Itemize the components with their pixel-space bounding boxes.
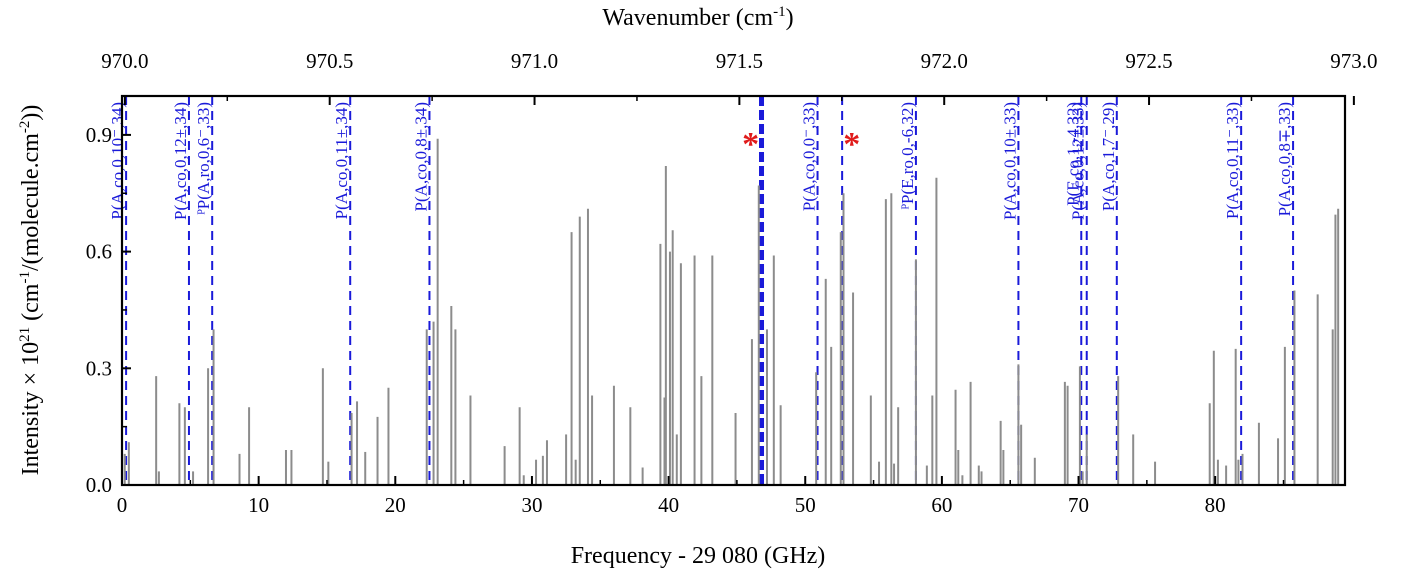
assignment-label-14: P(A,co,0,8∓,33) [1275, 102, 1294, 216]
assignment-label-2: ᴾP(A,ro,0,6⁻,33) [194, 102, 213, 215]
top-tick-label-3: 971.5 [716, 49, 763, 73]
x-tick-label-0: 0 [117, 493, 128, 517]
top-tick-label-5: 972.5 [1125, 49, 1172, 73]
x-tick-label-7: 70 [1068, 493, 1089, 517]
x-tick-label-5: 50 [795, 493, 816, 517]
y-tick-label-1: 0.3 [86, 356, 112, 380]
left-axis-ticks: 0.0 0.3 0.6 0.9 [86, 123, 131, 497]
x-tick-label-4: 40 [658, 493, 679, 517]
y-tick-label-0: 0.0 [86, 473, 112, 497]
assignment-label-1: P(A,co,0,12±,34) [171, 102, 190, 220]
x-tick-label-2: 20 [385, 493, 406, 517]
assignment-label-4: P(A,co,0,8±,34) [411, 102, 430, 211]
assignment-labels: P(A,co,0,10⁻,34) P(A,co,0,12±,34) ᴾP(A,ro,… [108, 102, 1294, 220]
assignment-label-9: P(A,co,0,10±,33) [1000, 102, 1019, 220]
x-tick-label-8: 80 [1205, 493, 1226, 517]
asterisk-marker-1: * [843, 126, 860, 163]
assignment-label-10: P(E,co,1,-4,32) [1063, 102, 1082, 206]
y-tick-label-3: 0.9 [86, 123, 112, 147]
assignment-label-11: P(A,co,0,12±,33) [1069, 102, 1088, 220]
bottom-axis-ticks: 0 10 20 30 40 50 60 70 80 [117, 476, 1285, 517]
x-tick-label-1: 10 [248, 493, 269, 517]
assignment-label-0: P(A,co,0,10⁻,34) [108, 102, 127, 220]
assignment-label-3: P(A,co,0,11±,34) [332, 102, 351, 219]
x-tick-label-6: 60 [931, 493, 952, 517]
assignment-label-12: P(A,co,1,7⁻,29) [1099, 102, 1118, 211]
assignment-lines [125, 96, 1295, 485]
top-axis-title: Wavenumber (cm-1) [602, 4, 793, 31]
asterisk-markers: * * [742, 126, 860, 163]
assignment-label-6: P(A,co,0,0⁻,33) [800, 102, 819, 211]
top-tick-label-2: 971.0 [511, 49, 558, 73]
top-tick-label-1: 970.5 [306, 49, 353, 73]
plot-frame [120, 94, 1347, 487]
x-tick-label-3: 30 [521, 493, 542, 517]
bottom-axis-title: Frequency - 29 080 (GHz) [571, 543, 826, 569]
top-tick-label-0: 970.0 [101, 49, 148, 73]
assignment-label-13: P(A,co,0,11⁻,33) [1223, 102, 1242, 219]
spectrum-sticks [123, 138, 1340, 485]
y-tick-label-2: 0.6 [86, 240, 112, 264]
top-tick-label-4: 972.0 [921, 49, 968, 73]
asterisk-marker-0: * [742, 126, 759, 163]
assignment-label-8: ᴾP(E,ro,0,-6,32) [898, 102, 917, 210]
top-axis-ticks: 970.0 970.5 971.0 971.5 972.0 972.5 973.0 [101, 49, 1378, 105]
top-tick-label-6: 973.0 [1330, 49, 1377, 73]
left-axis-title: Intensity × 1021 (cm-1/(molecule.cm-2)) [17, 105, 44, 476]
